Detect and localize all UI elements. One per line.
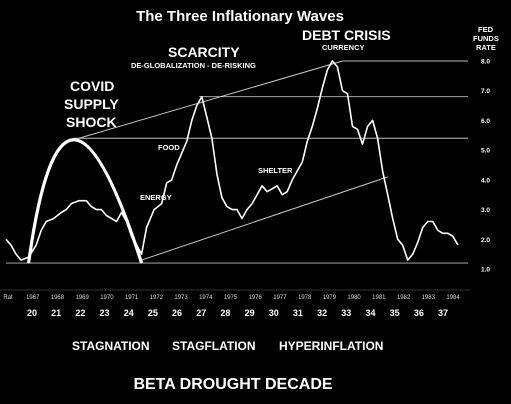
series-line	[5, 60, 459, 261]
annotation-energy: ENERGY	[140, 193, 172, 202]
index-tick-label: 23	[100, 308, 110, 318]
annotation-debt-crisis: DEBT CRISIS	[302, 27, 391, 43]
y-tick-label: 6.0	[481, 118, 490, 125]
year-tick-label: 1972	[150, 295, 164, 301]
index-tick-label: 22	[75, 308, 85, 318]
year-tick-label: 1976	[249, 295, 263, 301]
era-stagflation: STAGFLATION	[172, 339, 256, 353]
annotation-scarcity: SCARCITY	[168, 44, 240, 60]
year-tick-label: Rat	[3, 295, 13, 301]
annotation-currency: CURRENCY	[322, 43, 365, 52]
year-tick-label: 1980	[347, 295, 361, 301]
channel-line-lower	[141, 176, 388, 261]
annotation-food: FOOD	[158, 143, 180, 152]
year-tick-label: 1977	[273, 295, 287, 301]
index-tick-label: 31	[293, 308, 303, 318]
year-tick-label: 1984	[446, 295, 460, 301]
year-tick-label: 1974	[199, 295, 213, 301]
y-tick-label: 7.0	[481, 88, 490, 95]
y-tick-label: 5.0	[481, 148, 490, 155]
index-tick-label: 20	[27, 308, 37, 318]
index-tick-label: 33	[341, 308, 351, 318]
annotation-covid-line-1: COVID	[70, 78, 114, 94]
year-tick-label: 1978	[298, 295, 312, 301]
index-tick-label: 21	[51, 308, 61, 318]
year-tick-label: 1969	[75, 295, 89, 301]
index-tick-label: 24	[124, 308, 134, 318]
annotation-covid-line-3: SHOCK	[66, 114, 117, 130]
y-axis-label-line-3: RATE	[476, 43, 496, 52]
year-tick-label: 1967	[26, 295, 40, 301]
index-tick-label: 28	[220, 308, 230, 318]
year-tick-label: 1975	[224, 295, 238, 301]
axis-layer: 1.0 2.0 3.0 4.0 5.0 6.0 7.0 8.0 Rat 1967 1968 1969 1…	[0, 59, 490, 318]
index-tick-label: 26	[172, 308, 182, 318]
index-tick-label: 32	[317, 308, 327, 318]
year-tick-label: 1979	[323, 295, 337, 301]
annotation-shelter: SHELTER	[258, 166, 293, 175]
index-tick-label: 34	[365, 308, 375, 318]
year-tick-label: 1971	[125, 295, 139, 301]
year-tick-label: 1970	[100, 295, 114, 301]
y-tick-label: 2.0	[481, 237, 490, 244]
covid-arch	[27, 138, 144, 264]
index-tick-label: 36	[414, 308, 424, 318]
annotation-covid-line-2: SUPPLY	[64, 96, 119, 112]
year-tick-label: 1981	[372, 295, 386, 301]
series-layer	[5, 60, 459, 264]
index-tick-label: 37	[438, 308, 448, 318]
y-tick-label: 3.0	[481, 207, 490, 214]
channel-line-upper	[73, 60, 343, 141]
y-axis-label-line-1: FED	[478, 25, 494, 34]
year-tick-label: 1983	[422, 295, 436, 301]
annotation-deglobalization: DE-GLOBALIZATION - DE-RISKING	[131, 61, 256, 70]
y-tick-label: 4.0	[481, 177, 490, 184]
index-tick-label: 27	[196, 308, 206, 318]
era-hyperinflation: HYPERINFLATION	[279, 339, 383, 353]
year-tick-label: 1982	[397, 295, 411, 301]
y-axis-label-line-2: FUNDS	[473, 34, 499, 43]
grid-layer	[6, 60, 468, 264]
index-tick-label: 35	[390, 308, 400, 318]
index-tick-label: 30	[269, 308, 279, 318]
index-tick-label: 29	[245, 308, 255, 318]
footer-title: BETA DROUGHT DECADE	[133, 376, 332, 393]
era-stagnation: STAGNATION	[72, 339, 150, 353]
y-tick-label: 1.0	[481, 267, 490, 274]
year-tick-label: 1973	[174, 295, 188, 301]
y-tick-label: 8.0	[481, 59, 490, 66]
chart-title: The Three Inflationary Waves	[136, 8, 344, 25]
year-tick-label: 1968	[51, 295, 65, 301]
index-tick-label: 25	[148, 308, 158, 318]
